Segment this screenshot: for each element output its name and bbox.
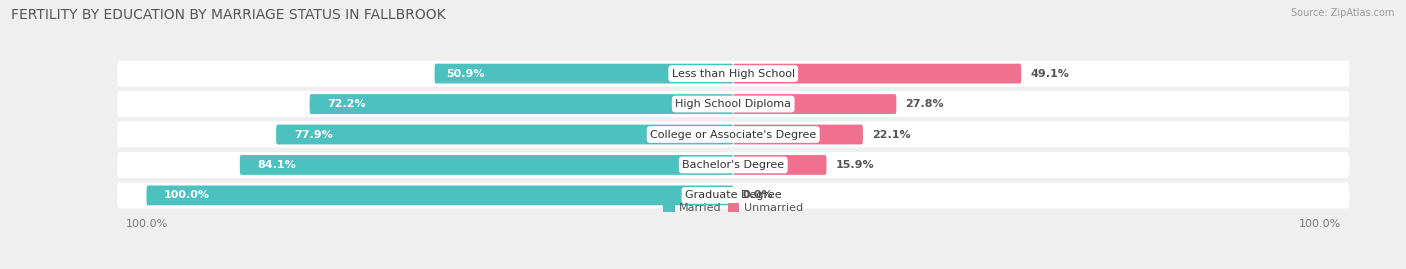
FancyBboxPatch shape <box>734 94 897 114</box>
FancyBboxPatch shape <box>117 61 1350 87</box>
Text: Graduate Degree: Graduate Degree <box>685 190 782 200</box>
Text: 77.9%: 77.9% <box>294 129 333 140</box>
FancyBboxPatch shape <box>734 64 1021 83</box>
Text: 50.9%: 50.9% <box>446 69 485 79</box>
FancyBboxPatch shape <box>734 155 827 175</box>
FancyBboxPatch shape <box>734 125 863 144</box>
Text: 22.1%: 22.1% <box>872 129 910 140</box>
Text: FERTILITY BY EDUCATION BY MARRIAGE STATUS IN FALLBROOK: FERTILITY BY EDUCATION BY MARRIAGE STATU… <box>11 8 446 22</box>
FancyBboxPatch shape <box>434 64 734 83</box>
Text: High School Diploma: High School Diploma <box>675 99 792 109</box>
FancyBboxPatch shape <box>276 125 734 144</box>
Text: Bachelor's Degree: Bachelor's Degree <box>682 160 785 170</box>
Text: 0.0%: 0.0% <box>742 190 773 200</box>
Text: 49.1%: 49.1% <box>1031 69 1069 79</box>
Text: 100.0%: 100.0% <box>165 190 209 200</box>
Text: 27.8%: 27.8% <box>905 99 943 109</box>
FancyBboxPatch shape <box>309 94 734 114</box>
Legend: Married, Unmarried: Married, Unmarried <box>659 199 807 218</box>
FancyBboxPatch shape <box>117 122 1350 147</box>
FancyBboxPatch shape <box>240 155 734 175</box>
FancyBboxPatch shape <box>117 152 1350 178</box>
Text: Source: ZipAtlas.com: Source: ZipAtlas.com <box>1291 8 1395 18</box>
FancyBboxPatch shape <box>117 91 1350 117</box>
Text: 72.2%: 72.2% <box>328 99 366 109</box>
Text: Less than High School: Less than High School <box>672 69 794 79</box>
FancyBboxPatch shape <box>117 182 1350 208</box>
FancyBboxPatch shape <box>146 186 734 205</box>
Text: College or Associate's Degree: College or Associate's Degree <box>650 129 817 140</box>
Text: 84.1%: 84.1% <box>257 160 297 170</box>
Text: 15.9%: 15.9% <box>835 160 875 170</box>
